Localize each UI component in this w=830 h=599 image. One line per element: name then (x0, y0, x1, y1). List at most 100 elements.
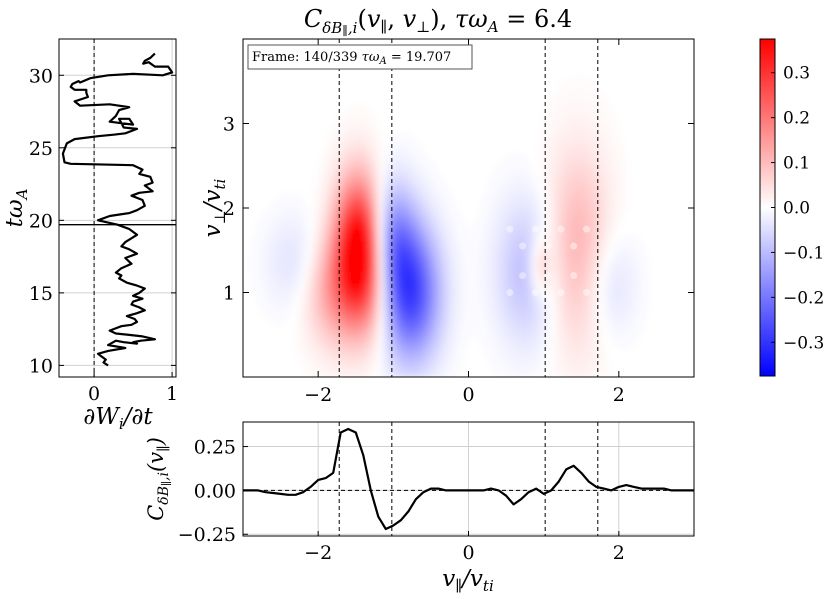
heatmap-cell (517, 347, 523, 353)
heatmap-cell (558, 195, 564, 201)
heatmap-cell (325, 203, 330, 209)
heatmap-cell (603, 131, 609, 137)
heatmap-cell (480, 229, 486, 234)
heatmap-cell (316, 262, 322, 268)
heatmap-cell (484, 275, 490, 281)
heatmap-cell (370, 317, 375, 323)
heatmap-cell (353, 334, 359, 340)
heatmap-cell (575, 364, 580, 370)
heatmap-cell (349, 220, 355, 226)
heatmap-cell (599, 258, 605, 264)
heatmap-cell (443, 229, 449, 234)
heatmap-cell (316, 195, 322, 201)
heatmap-cell (448, 195, 453, 201)
heatmap-cell (493, 355, 498, 361)
heatmap-cell (357, 300, 363, 306)
heatmap-cell (427, 186, 433, 192)
heatmap-cell (378, 317, 383, 323)
heatmap-cell (448, 330, 453, 336)
heatmap-cell (296, 224, 301, 230)
heatmap-cell (452, 338, 457, 344)
heatmap-cell (624, 284, 629, 289)
heatmap-cell (579, 123, 584, 129)
heatmap-cell (603, 300, 609, 306)
heatmap-cell (497, 317, 502, 323)
heatmap-cell (558, 148, 564, 154)
heatmap-cell (628, 326, 634, 332)
heatmap-cell (279, 233, 285, 239)
heatmap-cell (640, 262, 646, 268)
heatmap-cell (534, 326, 539, 332)
heatmap-cell (329, 309, 334, 315)
heatmap-cell (419, 254, 424, 260)
heatmap-cell (550, 119, 556, 125)
heatmap-cell (378, 275, 383, 281)
heatmap-cell (337, 161, 342, 167)
heatmap-cell (509, 300, 515, 306)
heatmap-cell (542, 300, 547, 306)
heatmap-cell (329, 157, 334, 163)
heatmap-cell (566, 343, 572, 349)
heatmap-cell (579, 368, 584, 374)
heatmap-cell (554, 237, 560, 243)
heatmap-cell (452, 330, 457, 336)
heatmap-cell (296, 191, 301, 196)
heatmap-cell (275, 233, 281, 239)
heatmap-cell (587, 296, 593, 302)
heatmap-cell (366, 275, 371, 281)
heatmap-cell (394, 351, 400, 357)
heatmap-cell (624, 334, 629, 340)
heatmap-cell (349, 161, 355, 167)
heatmap-cell (431, 165, 437, 171)
heatmap-cell (419, 355, 424, 361)
heatmap-cell (423, 262, 429, 268)
heatmap-cell (374, 165, 379, 171)
heatmap-cell (489, 246, 494, 251)
heatmap-cell (599, 334, 605, 340)
heatmap-cell (591, 153, 597, 158)
heatmap-cell (476, 258, 482, 264)
heatmap-cell (521, 279, 527, 285)
heatmap-cell (591, 81, 597, 87)
heatmap-cell (419, 174, 424, 180)
heatmap-cell (489, 208, 494, 213)
heatmap-cell (566, 237, 572, 243)
heatmap-cell (341, 161, 347, 167)
heatmap-cell (325, 309, 330, 315)
heatmap-cell (427, 229, 433, 234)
heatmap-cell (550, 275, 556, 281)
heatmap-cell (370, 123, 375, 129)
heatmap-cell (271, 262, 277, 268)
heatmap-cell (390, 292, 396, 298)
heatmap-cell (534, 296, 539, 302)
heatmap-cell (607, 229, 613, 234)
heatmap-cell (308, 258, 314, 264)
heatmap-cell (472, 233, 478, 239)
heatmap-cell (407, 364, 412, 370)
heatmap-cell (579, 161, 584, 167)
heatmap-cell (366, 157, 371, 163)
heatmap-cell (509, 246, 515, 251)
heatmap-cell (402, 326, 408, 332)
heatmap-cell (271, 292, 277, 298)
heatmap-cell (558, 98, 564, 103)
heatmap-cell (448, 271, 453, 277)
heatmap-cell (525, 292, 531, 298)
heatmap-cell (517, 203, 523, 209)
heatmap-cell (628, 343, 634, 349)
heatmap-cell (300, 292, 306, 298)
heatmap-cell (525, 262, 531, 268)
heatmap-cell (345, 169, 351, 175)
heatmap-cell (374, 309, 379, 315)
heatmap-cell (394, 275, 400, 281)
heatmap-cell (329, 317, 334, 323)
heatmap-cell (534, 284, 539, 289)
heatmap-cell (579, 195, 584, 201)
heatmap-cell (341, 131, 347, 137)
heatmap-cell (476, 271, 482, 277)
heatmap-cell (550, 157, 556, 163)
heatmap-cell (366, 110, 371, 116)
heatmap-cell (398, 153, 404, 158)
heatmap-cell (534, 178, 539, 184)
